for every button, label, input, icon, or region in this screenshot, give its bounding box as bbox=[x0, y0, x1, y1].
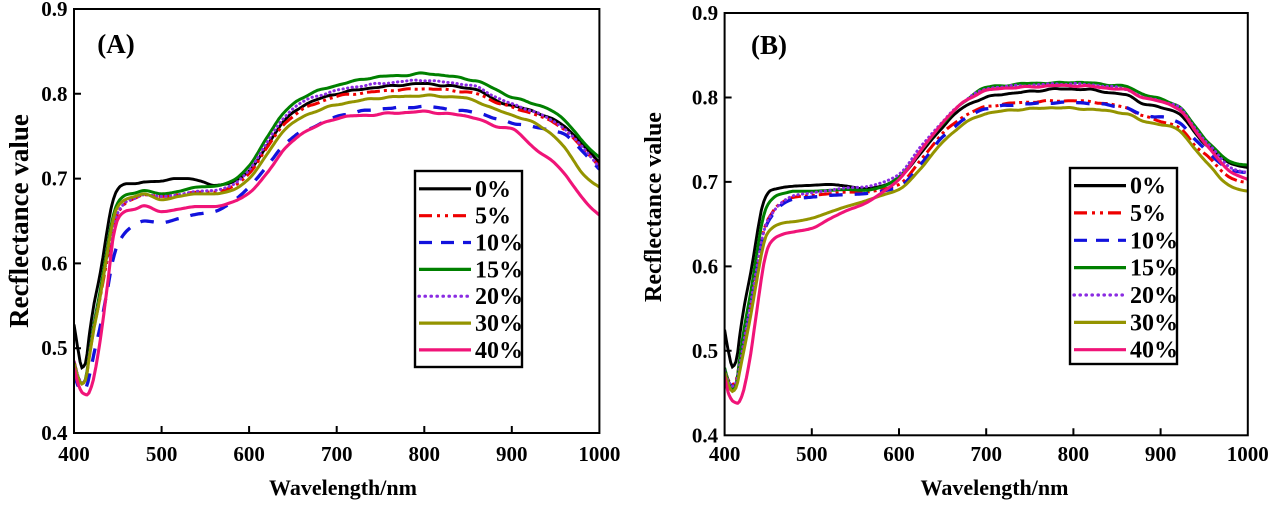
svg-text:20%: 20% bbox=[475, 284, 523, 310]
svg-text:0.8: 0.8 bbox=[41, 82, 67, 106]
svg-text:Recflectance value: Recflectance value bbox=[641, 112, 667, 302]
svg-text:5%: 5% bbox=[475, 204, 511, 230]
svg-text:0.4: 0.4 bbox=[41, 421, 68, 445]
svg-text:Wavelength/nm: Wavelength/nm bbox=[921, 475, 1069, 500]
svg-text:(B): (B) bbox=[751, 30, 787, 60]
svg-text:800: 800 bbox=[1058, 442, 1090, 466]
svg-text:10%: 10% bbox=[1130, 228, 1178, 254]
svg-text:0.4: 0.4 bbox=[692, 423, 719, 447]
svg-text:Recflectance value: Recflectance value bbox=[4, 114, 34, 328]
svg-text:0.7: 0.7 bbox=[692, 170, 718, 194]
svg-text:600: 600 bbox=[233, 442, 265, 466]
svg-text:0.8: 0.8 bbox=[692, 86, 718, 110]
svg-text:30%: 30% bbox=[475, 311, 523, 337]
svg-text:0.5: 0.5 bbox=[41, 336, 67, 360]
svg-text:15%: 15% bbox=[1130, 256, 1178, 282]
svg-text:600: 600 bbox=[883, 442, 915, 466]
svg-text:500: 500 bbox=[146, 442, 178, 466]
svg-text:30%: 30% bbox=[1130, 310, 1178, 336]
svg-text:500: 500 bbox=[796, 442, 828, 466]
svg-text:Wavelength/nm: Wavelength/nm bbox=[269, 475, 417, 500]
svg-text:0.9: 0.9 bbox=[41, 0, 67, 21]
svg-text:0.9: 0.9 bbox=[692, 1, 718, 25]
svg-text:900: 900 bbox=[496, 442, 528, 466]
svg-text:1000: 1000 bbox=[578, 442, 620, 466]
svg-text:900: 900 bbox=[1145, 442, 1177, 466]
svg-text:20%: 20% bbox=[1130, 283, 1178, 309]
svg-text:(A): (A) bbox=[97, 29, 134, 59]
svg-text:400: 400 bbox=[58, 442, 90, 466]
svg-text:15%: 15% bbox=[475, 257, 523, 283]
svg-text:400: 400 bbox=[709, 442, 741, 466]
svg-text:800: 800 bbox=[409, 442, 441, 466]
svg-text:0.7: 0.7 bbox=[41, 167, 67, 191]
svg-text:0.5: 0.5 bbox=[692, 339, 718, 363]
svg-text:10%: 10% bbox=[475, 231, 523, 257]
svg-text:0.6: 0.6 bbox=[41, 251, 67, 275]
svg-text:40%: 40% bbox=[475, 338, 523, 364]
svg-text:700: 700 bbox=[970, 442, 1002, 466]
svg-text:5%: 5% bbox=[1130, 201, 1166, 227]
svg-text:1000: 1000 bbox=[1227, 442, 1268, 466]
svg-text:700: 700 bbox=[321, 442, 353, 466]
svg-text:40%: 40% bbox=[1130, 338, 1178, 364]
svg-text:0.6: 0.6 bbox=[692, 254, 718, 278]
svg-text:0%: 0% bbox=[475, 177, 511, 203]
svg-text:0%: 0% bbox=[1130, 174, 1166, 200]
